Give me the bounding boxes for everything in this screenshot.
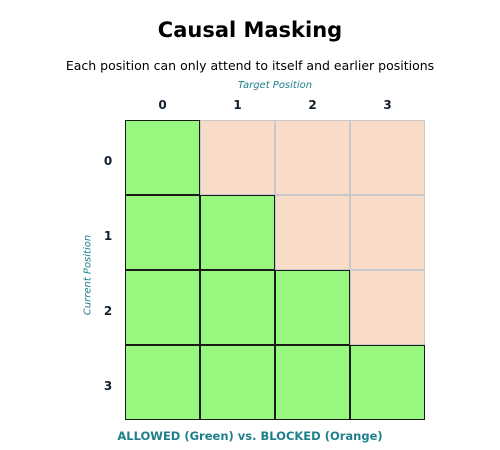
blocked-cell-2-3: [350, 270, 425, 345]
allowed-cell-1-0: [125, 195, 200, 270]
blocked-cell-0-2: [275, 120, 350, 195]
allowed-cell-2-0: [125, 270, 200, 345]
allowed-cell-3-3: [350, 345, 425, 420]
x-tick-2: 2: [308, 98, 317, 112]
mask-grid: [125, 120, 425, 420]
y-axis-label: Current Position: [82, 234, 94, 316]
x-tick-0: 0: [158, 98, 167, 112]
y-tick-2: 2: [103, 304, 113, 318]
blocked-cell-1-3: [350, 195, 425, 270]
y-tick-1: 1: [103, 229, 113, 243]
allowed-cell-2-1: [200, 270, 275, 345]
allowed-cell-0-0: [125, 120, 200, 195]
y-tick-3: 3: [103, 379, 113, 393]
diagram-subtitle: Each position can only attend to itself …: [65, 58, 435, 73]
allowed-cell-2-2: [275, 270, 350, 345]
blocked-cell-0-3: [350, 120, 425, 195]
x-axis-label: Target Position: [237, 80, 313, 91]
x-tick-1: 1: [233, 98, 242, 112]
allowed-cell-3-0: [125, 345, 200, 420]
blocked-cell-0-1: [200, 120, 275, 195]
x-tick-3: 3: [383, 98, 392, 112]
blocked-cell-1-2: [275, 195, 350, 270]
y-tick-0: 0: [103, 154, 113, 168]
allowed-cell-3-1: [200, 345, 275, 420]
allowed-cell-3-2: [275, 345, 350, 420]
diagram-title: Causal Masking: [157, 18, 343, 42]
legend-caption: ALLOWED (Green) vs. BLOCKED (Orange): [117, 429, 383, 443]
allowed-cell-1-1: [200, 195, 275, 270]
